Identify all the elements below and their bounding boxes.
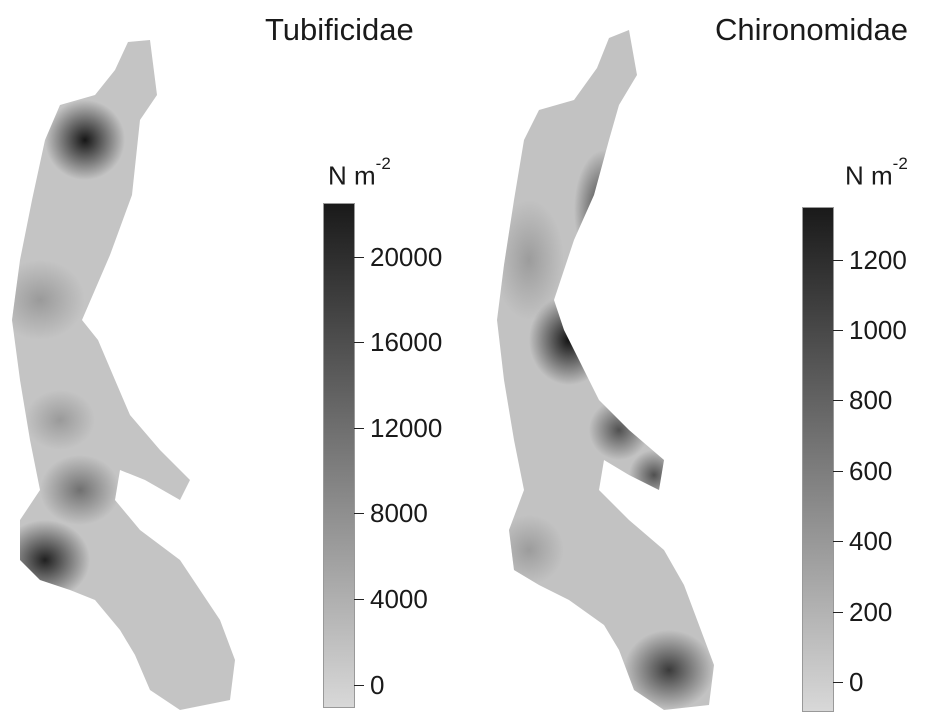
map-title: Chironomidae	[715, 12, 908, 47]
colorbar-tick	[833, 470, 843, 472]
chironomidae-panel: Chironomidae N m-2 0 200 400 600 800 1000 1200	[469, 0, 938, 713]
colorbar-tick	[354, 427, 364, 429]
colorbar-tick-label: 20000	[370, 241, 443, 272]
colorbar-tick-label: 1200	[849, 244, 907, 275]
colorbar	[802, 207, 834, 712]
colorbar-tick	[833, 330, 843, 332]
map-title: Tubificidae	[265, 12, 414, 47]
colorbar-tick	[354, 598, 364, 600]
colorbar-unit: N m-2	[845, 154, 908, 191]
colorbar-tick-label: 0	[849, 666, 864, 697]
colorbar-tick-label: 400	[849, 526, 893, 557]
colorbar-tick	[833, 611, 843, 613]
colorbar-tick	[354, 256, 364, 258]
colorbar-tick	[833, 400, 843, 402]
colorbar-tick-label: 4000	[370, 583, 428, 614]
colorbar-tick-label: 200	[849, 596, 893, 627]
tubificidae-lake-map	[12, 40, 235, 710]
colorbar-tick-label: 12000	[370, 412, 443, 443]
colorbar-tick	[833, 681, 843, 683]
colorbar-tick-label: 0	[370, 669, 385, 700]
colorbar-tick-label: 600	[849, 455, 893, 486]
colorbar	[323, 203, 355, 708]
colorbar-tick	[354, 342, 364, 344]
colorbar-tick	[833, 259, 843, 261]
colorbar-tick-label: 1000	[849, 315, 907, 346]
tubificidae-panel: Tubificidae N m-2 0 4000 8000 12000 16000 200…	[12, 12, 443, 710]
chironomidae-lake-map	[497, 30, 714, 710]
colorbar-tick-label: 16000	[370, 327, 443, 358]
colorbar-tick	[833, 541, 843, 543]
colorbar-tick	[354, 684, 364, 686]
colorbar-tick-label: 8000	[370, 498, 428, 529]
colorbar-tick	[354, 513, 364, 515]
colorbar-tick-label: 800	[849, 385, 893, 416]
colorbar-unit: N m-2	[328, 154, 391, 191]
